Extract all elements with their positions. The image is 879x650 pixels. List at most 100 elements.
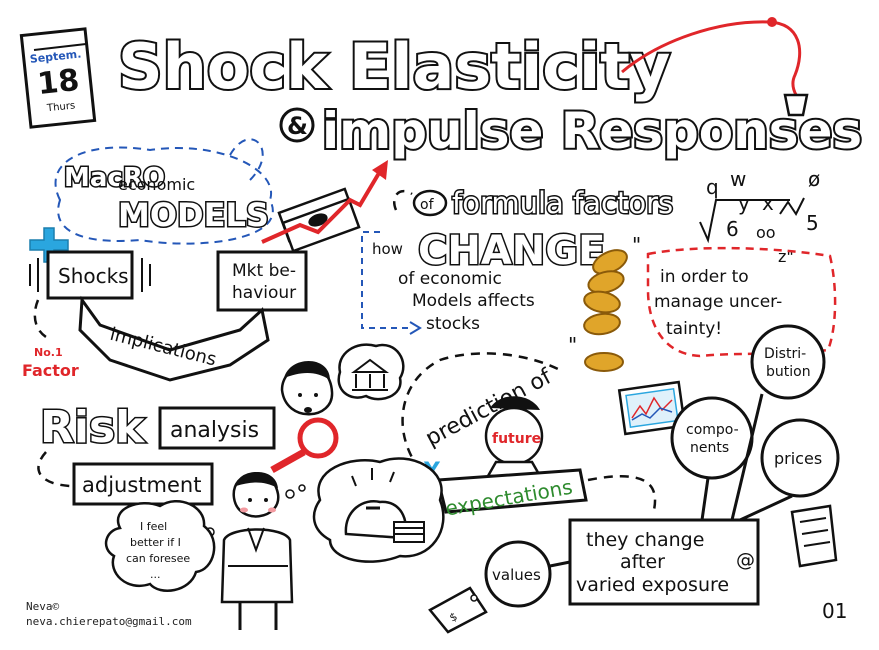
title-line-2: impulse Responses [322,102,862,160]
prices-bubble [760,418,840,498]
svg-text:ø: ø [808,167,820,191]
formula-of: of [420,197,435,213]
mkt-line-2: haviour [232,283,296,303]
svg-text:x: x [762,191,774,215]
prices-label: prices [774,449,822,468]
savings-bubble [312,457,445,563]
plus-icon [29,227,69,263]
factor-connector [33,299,53,342]
change-line-2: after [620,551,665,573]
analysis-box [158,406,276,450]
change-line-3: varied exposure [576,574,729,596]
change-at: @ [736,549,755,571]
values-label: values [492,566,541,584]
bubble-cluster: Distri- bution compo- nents prices value… [428,324,840,634]
thinking-person [205,471,306,630]
analyst-figure [270,343,405,474]
svg-text:q: q [706,175,719,199]
distribution-line-2: bution [766,364,811,380]
sqrt-sign-icon [699,199,790,244]
money-growth [261,160,388,253]
risk-connector [37,451,71,488]
expectations-connector [587,475,657,511]
macro-word-1: MacRO [64,163,165,193]
factor-line-1: No.1 [34,346,63,359]
coin-stack: " " [568,233,641,372]
monitor-screen [625,387,679,429]
formula-sub-1: of economic [398,269,502,289]
distribution-bubble [750,324,826,400]
person-tie-icon [247,527,265,553]
bank-icon [351,358,389,391]
uncertainty-line-3: tainty! [666,319,722,339]
formula-section: of formula factors how CHANGE of economi… [361,167,820,335]
of-badge [412,189,448,217]
prediction-section: prediction of future Y expectations [401,352,657,521]
page-number: 01 [822,599,847,623]
expectations-ribbon [436,468,588,514]
calendar-page [19,27,97,129]
foresee-line-4: ... [150,568,161,581]
macro-word-2: economic [118,175,195,194]
calendar-rings [33,43,87,51]
formula-sub-2: Models affects [412,291,535,311]
shocks-label: Shocks [58,264,129,288]
ampersand-badge [279,107,315,143]
change-box: they change after varied exposure @ [568,518,760,606]
foresee-thought: I feel better if I can foresee ... [104,500,216,592]
uncertainty-outline [646,246,837,358]
formula-factors: formula factors [452,186,673,220]
macro-cloud-outline [54,146,274,245]
formula-change: CHANGE [418,228,605,274]
receipt-icon [790,504,838,568]
growth-arrow-icon [261,166,384,244]
bubble-stems [700,393,793,522]
uncertainty-note: in order to manage uncer- tainty! [646,246,837,358]
magnifier-icon [297,417,339,459]
svg-text:oo: oo [756,223,776,242]
calendar: Septem. 18 Thurs [19,27,97,129]
macro-section: MacRO economic MODELS [54,138,274,245]
prediction-arc [401,352,561,471]
svg-text:": " [632,233,641,257]
formula-sub-3: stocks [426,314,480,334]
math-symbols: q w y x 6 oo 5 z" ø [699,167,820,266]
adjustment-label: adjustment [82,473,201,497]
future-label: future [492,431,541,447]
values-bubble [484,540,552,608]
cable-knot-icon [767,17,777,27]
risk-section: Risk analysis adjustment [37,401,276,506]
macro-word-3: MODELS [118,196,269,234]
macro-cloud-tail [229,138,264,181]
chart-line-icon [631,396,673,419]
svg-text:": " [568,333,577,357]
svg-text:w: w [730,167,746,191]
formula-how: how [372,240,403,258]
vibration-lines-icon [29,258,151,292]
title: Shock Elasticity & impulse Responses [116,17,864,162]
distribution-line-1: Distri- [764,346,806,362]
title-ampersand: & [287,112,308,140]
foresee-cloud [104,500,216,592]
shine-lines-icon [351,468,395,487]
uncertainty-line-2: manage uncer- [654,292,782,312]
credit-author: Neva© [26,600,60,613]
factor-line-2: Factor [22,361,79,380]
foresee-line-2: better if I [130,536,181,549]
components-line-1: compo- [686,422,739,438]
analysis-label: analysis [170,418,259,443]
foresee-line-3: can foresee [126,552,190,565]
title-line-1: Shock Elasticity [118,30,670,103]
plug-icon [783,93,809,117]
implications-ribbon [78,295,270,382]
foresee-line-1: I feel [140,520,167,533]
uncertainty-line-1: in order to [660,267,749,287]
risk-label: Risk [40,402,146,453]
svg-text:6: 6 [726,217,739,241]
person-hair [236,471,278,488]
red-cable-icon [621,20,802,102]
monitor [617,380,687,436]
shocks-box [46,250,134,300]
hands-icon [490,396,540,410]
